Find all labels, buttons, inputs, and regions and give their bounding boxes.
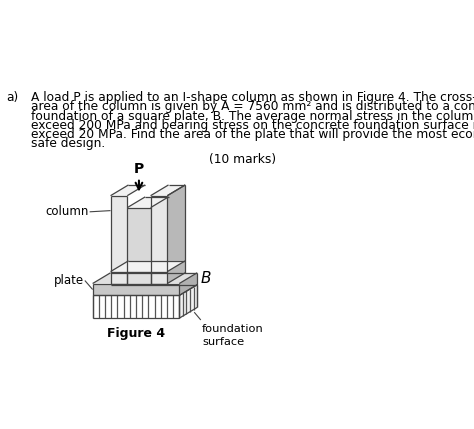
Text: A load P is applied to an I-shape column as shown in Figure 4. The cross-section: A load P is applied to an I-shape column…: [31, 91, 474, 104]
Polygon shape: [92, 296, 179, 318]
Polygon shape: [151, 272, 167, 284]
Text: foundation of a square plate, B. The average normal stress in the column must no: foundation of a square plate, B. The ave…: [31, 110, 474, 123]
Polygon shape: [110, 185, 145, 196]
Polygon shape: [167, 185, 185, 284]
Text: a): a): [6, 91, 18, 104]
Text: foundation
surface: foundation surface: [202, 324, 264, 347]
Text: area of the column is given by A = 7560 mm² and is distributed to a concrete: area of the column is given by A = 7560 …: [31, 100, 474, 113]
Text: Figure 4: Figure 4: [107, 327, 165, 340]
Polygon shape: [110, 261, 185, 272]
Polygon shape: [128, 208, 151, 284]
Text: safe design.: safe design.: [31, 137, 105, 151]
Polygon shape: [128, 197, 169, 208]
Polygon shape: [110, 272, 128, 284]
Polygon shape: [92, 284, 179, 296]
Text: column: column: [45, 205, 89, 218]
Polygon shape: [92, 273, 197, 284]
Polygon shape: [179, 273, 197, 296]
Text: exceed 200 MPa and bearing stress on the concrete foundation surface must not: exceed 200 MPa and bearing stress on the…: [31, 119, 474, 132]
Polygon shape: [151, 197, 169, 272]
Polygon shape: [151, 185, 185, 196]
Polygon shape: [179, 285, 197, 318]
Text: (10 marks): (10 marks): [209, 153, 276, 166]
Text: plate: plate: [54, 274, 83, 287]
Text: exceed 20 MPa. Find the area of the plate that will provide the most economical : exceed 20 MPa. Find the area of the plat…: [31, 128, 474, 141]
Text: P: P: [134, 162, 144, 176]
Text: B: B: [200, 271, 210, 286]
Polygon shape: [110, 196, 128, 284]
Polygon shape: [151, 196, 167, 284]
